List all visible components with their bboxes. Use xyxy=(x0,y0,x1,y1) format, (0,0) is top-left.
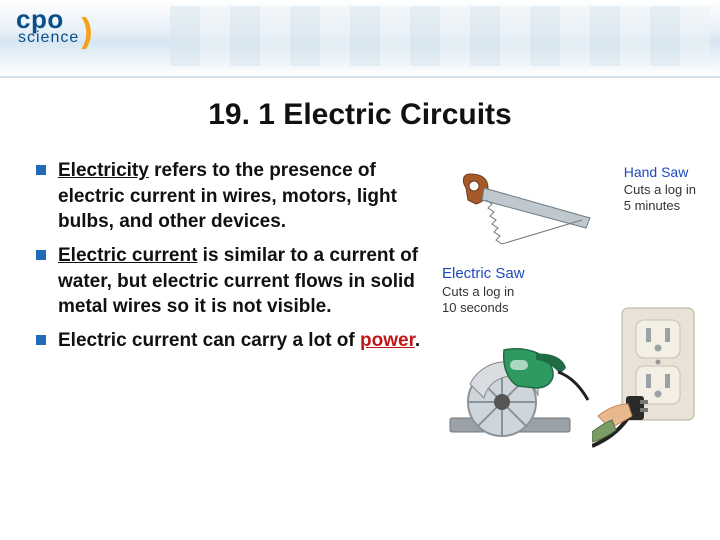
slide-title: 19. 1 Electric Circuits xyxy=(0,98,720,132)
logo-paren-icon: ) xyxy=(81,18,92,45)
header-band: cpo science ) xyxy=(0,0,720,78)
electric-saw-subtitle: Cuts a log in 10 seconds xyxy=(442,284,525,318)
figure-area: Hand Saw Cuts a log in 5 minutes Electri… xyxy=(440,160,702,510)
handsaw-icon xyxy=(458,170,598,250)
bullet-keyword: Electric current xyxy=(58,245,197,266)
electric-saw-label: Electric Saw Cuts a log in 10 seconds xyxy=(442,264,525,317)
handsaw-subtitle: Cuts a log in 5 minutes xyxy=(624,182,696,215)
bullet-item: Electric current is similar to a current… xyxy=(36,243,432,320)
bullet-pre: Electric current can carry a lot of xyxy=(58,330,360,351)
header-collage xyxy=(170,6,710,66)
handsaw-label: Hand Saw Cuts a log in 5 minutes xyxy=(624,164,696,214)
bullet-keyword: Electricity xyxy=(58,160,149,181)
handsaw-title: Hand Saw xyxy=(624,164,696,182)
bullet-list: Electricity refers to the presence of el… xyxy=(36,158,432,353)
electric-saw-icon xyxy=(440,320,590,450)
bullet-keyword: power xyxy=(360,330,415,351)
bullet-post: . xyxy=(415,330,420,351)
bullet-item: Electric current can carry a lot of powe… xyxy=(36,328,432,354)
outlet-icon xyxy=(592,300,702,450)
content-area: Electricity refers to the presence of el… xyxy=(36,158,432,361)
logo-line1: cpo xyxy=(16,8,79,31)
electric-saw-title: Electric Saw xyxy=(442,264,525,284)
bullet-item: Electricity refers to the presence of el… xyxy=(36,158,432,235)
logo-line2: science xyxy=(18,29,79,47)
logo: cpo science ) xyxy=(16,8,93,47)
